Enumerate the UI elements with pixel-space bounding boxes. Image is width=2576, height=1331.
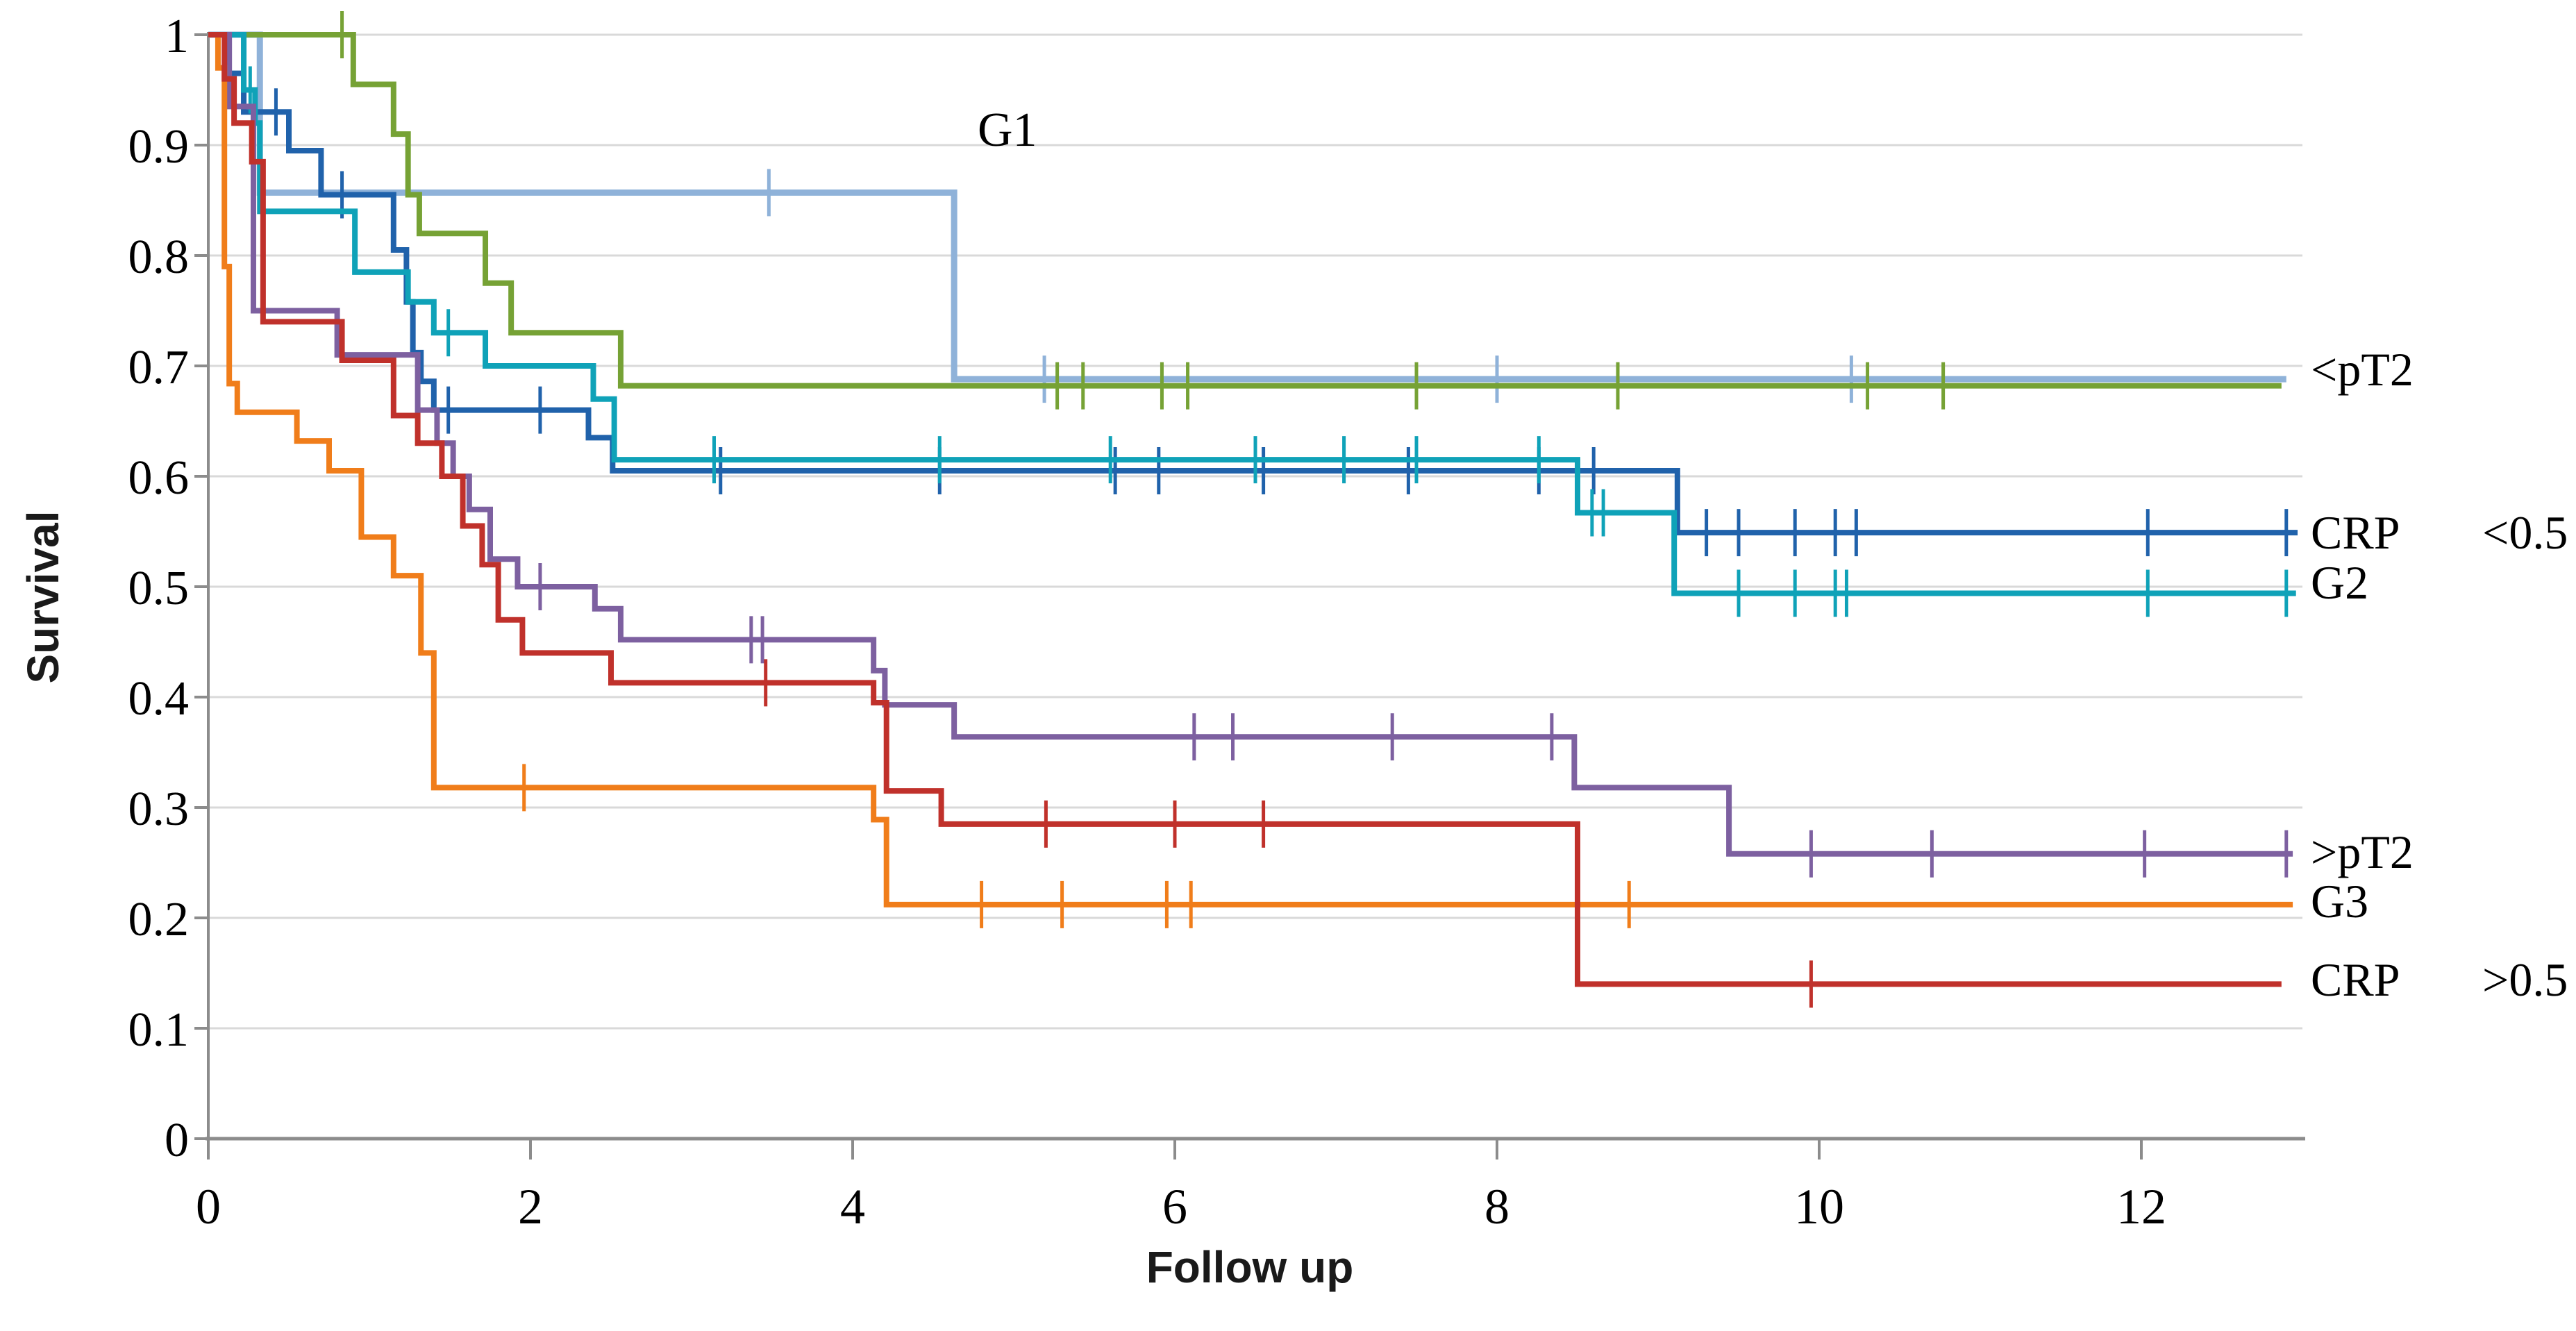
y-tick-label: 0.9 (128, 120, 190, 174)
series-path-g3 (208, 32, 2293, 907)
end-label-crp-5: CRP >0.5 (2311, 953, 2576, 1007)
y-tick-label: 0.3 (128, 782, 190, 836)
x-tick-label: 10 (1794, 1179, 1844, 1234)
x-tick-label: 4 (840, 1179, 865, 1234)
end-label-text: G3 (2311, 875, 2369, 928)
y-tick-label: 0.4 (128, 672, 190, 726)
end-label-text: CRP (2311, 953, 2400, 1007)
x-tick-label: 0 (196, 1179, 221, 1234)
y-axis-title: Survival (18, 510, 68, 684)
x-axis-title: Follow up (1146, 1242, 1354, 1292)
series-path-pt2-less (208, 32, 2282, 389)
x-tick-label: 6 (1162, 1179, 1187, 1234)
series-path-crp-high (208, 32, 2282, 987)
series-path-g2 (208, 32, 2296, 596)
series-path-pt2-greater (208, 32, 2293, 857)
y-tick-label: 0 (165, 1114, 189, 1167)
end-label-text: <pT2 (2311, 342, 2414, 396)
y-tick-label: 0.5 (128, 562, 190, 615)
series-path-g1 (208, 31, 2286, 383)
end-label-g2-2: G2 (2311, 555, 2576, 610)
g1-curve-annotation: G1 (978, 103, 1037, 157)
end-label-threshold: >0.5 (2482, 953, 2568, 1007)
end-label-pt2-0: <pT2 (2311, 342, 2576, 397)
end-label-text: G2 (2311, 555, 2369, 609)
y-tick-label: 1 (165, 10, 189, 63)
end-label-crp-1: CRP <0.5 (2311, 505, 2576, 560)
end-label-g3-4: G3 (2311, 874, 2576, 929)
end-label-pt2-3: >pT2 (2311, 825, 2576, 880)
y-tick-label: 0.1 (128, 1003, 190, 1057)
y-tick-label: 0.7 (128, 341, 190, 394)
end-label-text: CRP (2311, 506, 2400, 560)
y-tick-label: 0.8 (128, 231, 190, 284)
x-tick-label: 2 (518, 1179, 543, 1234)
x-tick-label: 12 (2116, 1179, 2166, 1234)
end-label-text: >pT2 (2311, 825, 2414, 878)
end-label-threshold: <0.5 (2482, 506, 2568, 560)
x-tick-label: 8 (1484, 1179, 1509, 1234)
y-tick-label: 0.2 (128, 893, 190, 946)
y-tick-label: 0.6 (128, 451, 190, 505)
